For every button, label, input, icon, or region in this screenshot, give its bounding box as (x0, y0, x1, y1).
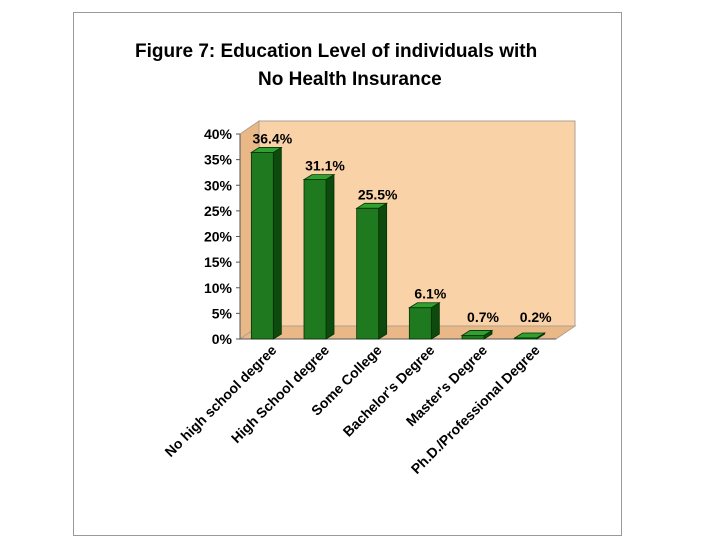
data-label: 31.1% (305, 158, 345, 174)
bar (355, 202, 389, 340)
chart-title-line-1: Figure 7: Education Level of individuals… (135, 41, 537, 62)
data-label: 6.1% (414, 286, 446, 302)
bar (302, 173, 336, 340)
y-tick-label: 20% (204, 229, 233, 245)
data-label: 36.4% (252, 130, 292, 146)
bar-front-face (461, 335, 485, 340)
y-tick-label: 40% (204, 126, 233, 142)
y-tick-label: 30% (204, 177, 233, 193)
y-tick-label: 25% (204, 203, 233, 219)
bar-side-face (378, 202, 388, 340)
bar (407, 302, 441, 340)
bar-side-face (325, 173, 335, 340)
y-tick-label: 15% (204, 254, 233, 270)
bar-front-face (408, 307, 432, 340)
chart-title-line-2: No Health Insurance (258, 69, 442, 90)
bar (460, 329, 494, 340)
data-label: 0.2% (520, 309, 552, 325)
data-label: 0.7% (467, 309, 499, 325)
y-tick-label: 0% (212, 331, 233, 347)
category-label: High School degree (228, 342, 332, 446)
y-tick-label: 10% (204, 280, 233, 296)
y-tick-label: 35% (204, 152, 233, 168)
data-label: 25.5% (358, 186, 398, 202)
bar-front-face (356, 207, 380, 340)
bar (249, 146, 283, 340)
category-label: Bachelor's Degree (340, 342, 438, 440)
bar-side-face (430, 302, 440, 340)
bar-front-face (514, 337, 538, 340)
bar-front-face (250, 152, 274, 340)
y-tick-label: 5% (212, 305, 233, 321)
bar-front-face (303, 179, 327, 340)
bar (513, 332, 547, 340)
bar-side-face (272, 146, 282, 340)
